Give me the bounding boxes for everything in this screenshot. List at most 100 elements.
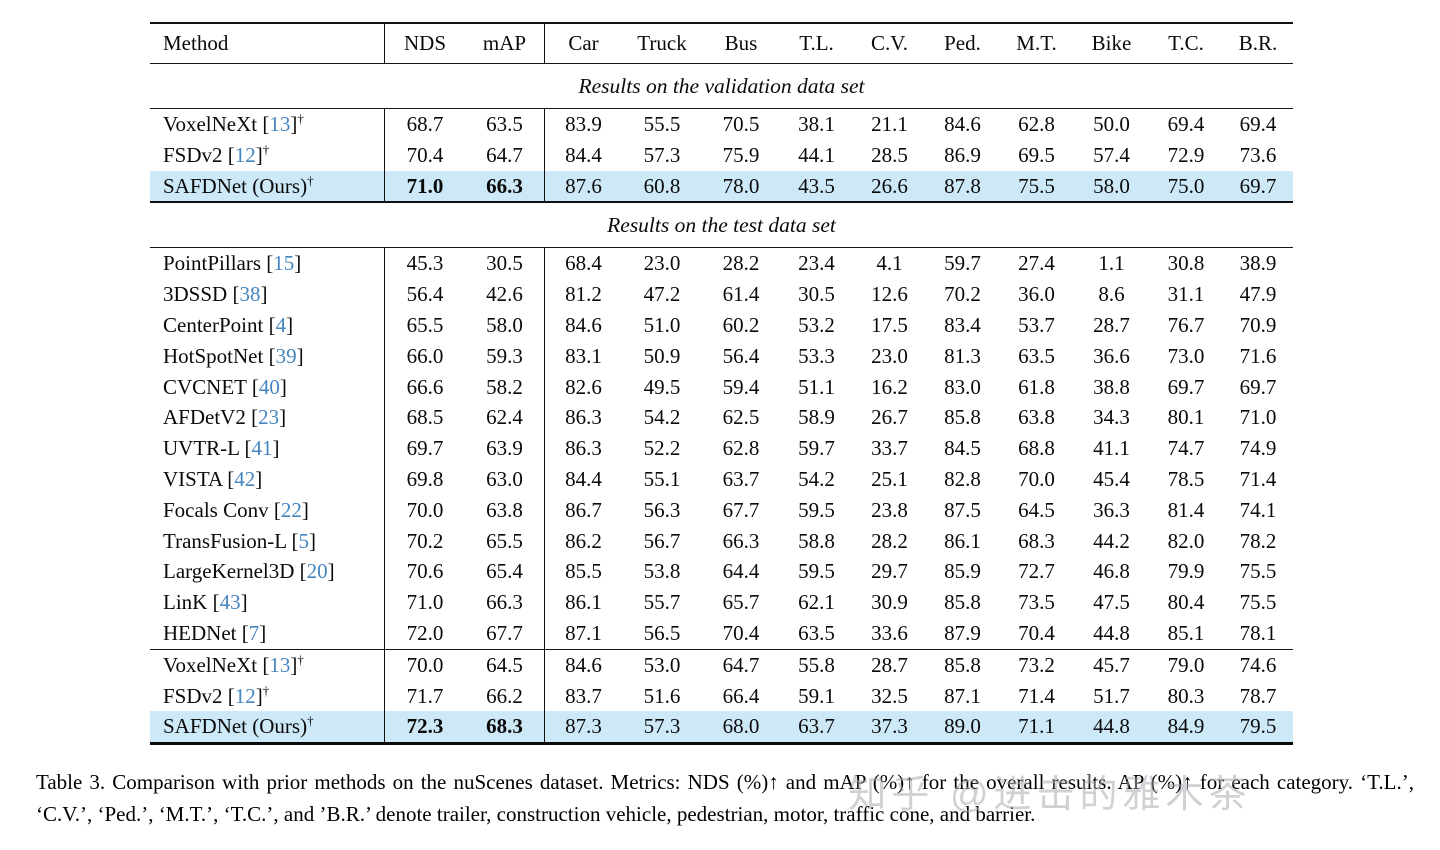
cell-m-t: 73.5 <box>1018 590 1055 615</box>
cell-ped: 87.9 <box>944 620 981 645</box>
cell-t-c: 69.7 <box>1167 374 1205 399</box>
results-table: Method NDS mAP Car Truck Bus T.L. C.V. Ped. M.T. B… <box>150 22 1293 746</box>
cell-m-t: 69.5 <box>1018 142 1055 167</box>
cell-map: 68.3 <box>465 711 545 743</box>
table-row-uvtr-l: UVTR-L [41] 69.7 63.9 86.3 52.2 62.8 59.7 33.7 8… <box>150 433 1293 464</box>
cell-t-c: 30.8 <box>1167 251 1205 276</box>
cell-truck: 23.0 <box>643 251 681 276</box>
citation-ref[interactable]: 7 <box>248 620 260 645</box>
cell-bus: 67.7 <box>722 497 760 522</box>
cell-ped: 85.8 <box>944 652 981 677</box>
citation-ref[interactable]: 5 <box>298 528 310 553</box>
citation-ref[interactable]: 12 <box>234 142 256 167</box>
cell-t-c: 31.1 <box>1167 282 1205 307</box>
cell-t-c: 69.4 <box>1167 112 1205 136</box>
cell-c-v: 30.9 <box>871 590 908 615</box>
cell-m-t: 62.8 <box>1018 112 1055 136</box>
cell-c-v: 33.7 <box>871 436 908 461</box>
citation-ref[interactable]: 38 <box>239 282 261 307</box>
citation-ref[interactable]: 13 <box>269 652 291 677</box>
citation-ref[interactable]: 4 <box>275 312 287 337</box>
cell-nds: 71.0 <box>406 590 444 615</box>
cell-t-l: 58.9 <box>798 405 835 430</box>
cell-map: 64.7 <box>465 139 545 171</box>
table-row-largekernel3d: LargeKernel3D [20] 70.6 65.4 85.5 53.8 64.4 59… <box>150 556 1293 588</box>
cell-bus: 56.4 <box>722 343 760 368</box>
method-cell: CVCNET [40] <box>150 371 385 403</box>
cell-nds: 71.7 <box>406 683 444 708</box>
horizontal-rule <box>150 201 1293 204</box>
citation-ref[interactable]: 41 <box>251 436 273 461</box>
cell-truck: 57.3 <box>643 714 681 739</box>
cell-car: 87.6 <box>565 173 602 198</box>
table-row-hednet: HEDNet [7] 72.0 67.7 87.1 56.5 70.4 63.5 33.6 87… <box>150 617 1293 649</box>
cell-nds: 68.7 <box>406 112 444 136</box>
horizontal-rule <box>150 108 1293 109</box>
cell-truck: 54.2 <box>643 405 681 430</box>
cell-m-t: 63.5 <box>1018 343 1055 368</box>
citation-ref[interactable]: 13 <box>269 112 291 136</box>
citation-ref[interactable]: 15 <box>273 251 295 276</box>
cell-b-r: 79.5 <box>1239 714 1277 739</box>
column-header-t-c: T.C. <box>1168 31 1204 55</box>
cell-car: 87.3 <box>565 714 602 739</box>
cell-c-v: 28.5 <box>871 142 908 167</box>
column-header-bus: Bus <box>724 31 758 55</box>
cell-nds: 69.8 <box>406 466 444 491</box>
cell-t-c: 80.1 <box>1167 405 1205 430</box>
cell-car: 83.9 <box>565 112 602 136</box>
table-row-voxelnext: VoxelNeXt [13]† 68.7 63.5 83.9 55.5 70.5 38.1 2… <box>150 109 1293 140</box>
cell-t-l: 59.5 <box>798 497 835 522</box>
cell-ped: 86.9 <box>944 142 981 167</box>
cell-truck: 55.1 <box>643 466 681 491</box>
citation-ref[interactable]: 20 <box>306 559 328 584</box>
cell-b-r: 70.9 <box>1239 312 1277 337</box>
cell-c-v: 23.0 <box>871 343 908 368</box>
horizontal-rule <box>150 247 1293 249</box>
cell-ped: 84.6 <box>944 112 981 136</box>
cell-nds: 66.0 <box>406 343 444 368</box>
cell-bus: 78.0 <box>722 173 760 198</box>
cell-truck: 53.8 <box>643 559 681 584</box>
table-row-safdnet-ours: SAFDNet (Ours)† 71.0 66.3 87.6 60.8 78.0 43.5 2… <box>150 170 1293 202</box>
cell-car: 85.5 <box>565 559 602 584</box>
cell-truck: 51.6 <box>643 683 681 708</box>
citation-ref[interactable]: 43 <box>219 590 241 615</box>
cell-m-t: 72.7 <box>1018 559 1055 584</box>
cell-nds: 72.0 <box>406 620 444 645</box>
cell-nds: 70.4 <box>406 142 444 167</box>
cell-t-c: 74.7 <box>1167 436 1205 461</box>
citation-ref[interactable]: 40 <box>258 374 280 399</box>
cell-b-r: 47.9 <box>1239 282 1277 307</box>
cell-ped: 87.1 <box>944 683 981 708</box>
cell-m-t: 73.2 <box>1018 652 1055 677</box>
table-row-link: LinK [43] 71.0 66.3 86.1 55.7 65.7 62.1 30.9 85.… <box>150 587 1293 618</box>
table-row-afdetv2: AFDetV2 [23] 68.5 62.4 86.3 54.2 62.5 58.9 26.7… <box>150 402 1293 434</box>
column-header-m-t: M.T. <box>1016 31 1057 55</box>
citation-ref[interactable]: 42 <box>234 466 256 491</box>
citation-ref[interactable]: 23 <box>258 405 280 430</box>
cell-c-v: 37.3 <box>871 714 908 739</box>
citation-ref[interactable]: 12 <box>234 683 256 708</box>
table-row-safdnet-ours: SAFDNet (Ours)† 72.3 68.3 87.3 57.3 68.0 63.7 3… <box>150 711 1293 743</box>
cell-nds: 68.5 <box>406 405 444 430</box>
cell-bus: 65.7 <box>722 590 760 615</box>
cell-car: 84.6 <box>565 652 602 677</box>
cell-car: 84.6 <box>565 312 602 337</box>
cell-car: 68.4 <box>565 251 602 276</box>
cell-bike: 57.4 <box>1093 142 1130 167</box>
cell-bus: 60.2 <box>722 312 760 337</box>
cell-car: 87.1 <box>565 620 602 645</box>
cell-t-c: 84.9 <box>1167 714 1205 739</box>
citation-ref[interactable]: 22 <box>280 497 302 522</box>
cell-m-t: 68.8 <box>1018 436 1055 461</box>
cell-m-t: 75.5 <box>1018 173 1055 198</box>
citation-ref[interactable]: 39 <box>275 343 297 368</box>
cell-map: 42.6 <box>465 279 545 310</box>
cell-bus: 66.4 <box>722 683 760 708</box>
cell-bus: 59.4 <box>722 374 760 399</box>
cell-bike: 45.4 <box>1093 466 1130 491</box>
dagger-superscript: † <box>262 682 270 698</box>
table-caption: Table 3. Comparison with prior methods o… <box>36 770 1414 826</box>
cell-car: 86.3 <box>565 405 602 430</box>
